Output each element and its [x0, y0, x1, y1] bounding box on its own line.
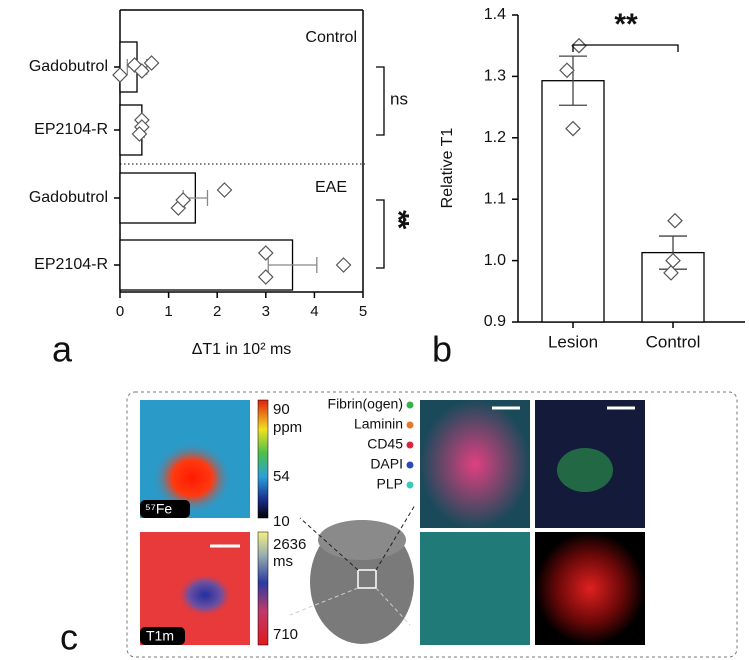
x-tick-label: 4	[310, 303, 318, 320]
significance: **	[614, 8, 638, 41]
stain-label: CD45	[367, 436, 403, 452]
panel-label: b	[432, 329, 452, 370]
y-tick-label: 1.4	[484, 6, 506, 23]
data-point	[112, 67, 128, 83]
y-tick-label: 0.9	[484, 313, 506, 330]
data-point	[257, 269, 274, 285]
data-point	[143, 55, 160, 71]
data-point	[565, 120, 581, 137]
x-tick-label: Control	[646, 332, 701, 351]
data-point	[667, 212, 683, 229]
y-tick-label: EP2104-R	[34, 256, 108, 273]
colorbar-label: ppm	[273, 419, 302, 436]
colorbar-label: 10	[273, 513, 290, 530]
fe-lesion	[152, 442, 232, 514]
stain-dot	[406, 421, 414, 429]
data-point	[216, 182, 233, 198]
y-tick-label: Gadobutrol	[29, 58, 108, 75]
t1-colorbar	[257, 531, 269, 646]
stain-dot	[406, 481, 414, 489]
t1-tag-bg	[140, 627, 185, 645]
t1-lesion	[177, 573, 233, 617]
x-tick-label: Lesion	[548, 332, 598, 351]
colorbar-label: 54	[273, 468, 290, 485]
data-point	[663, 265, 679, 281]
stain-dot	[406, 401, 414, 409]
stain-dot	[406, 461, 414, 469]
colorbar-label: 710	[273, 626, 298, 643]
x-axis-title: ΔT1 in 10² ms	[192, 341, 292, 358]
group-label: EAE	[315, 179, 347, 196]
stain-dot	[406, 441, 414, 449]
y-tick-label: 1.0	[484, 252, 506, 269]
data-point	[335, 257, 352, 273]
guide-line	[375, 587, 411, 626]
guide-line	[299, 517, 359, 571]
data-point	[175, 192, 192, 208]
y-tick-label: 1.3	[484, 68, 506, 85]
colorbar-label: 90	[273, 401, 290, 418]
stain-label: PLP	[377, 476, 403, 492]
bracket	[376, 199, 385, 269]
significance: **	[382, 210, 415, 230]
stain-label: Laminin	[354, 416, 403, 432]
micrograph-merge	[420, 400, 530, 528]
panel-label: c	[60, 617, 78, 658]
x-tick-label: 1	[164, 303, 172, 320]
stain-label: DAPI	[370, 456, 403, 472]
map-tag: T1m	[146, 628, 174, 644]
fibrin-signal	[557, 448, 613, 492]
y-tick-label: 1.2	[484, 129, 506, 146]
x-tick-label: 2	[213, 303, 221, 320]
brain-lobe	[318, 520, 406, 560]
micrograph-cd45	[535, 532, 645, 645]
data-point	[131, 126, 148, 142]
panel-frame	[126, 391, 738, 658]
error-bar	[267, 257, 318, 273]
data-point	[571, 37, 587, 54]
panel-label: a	[52, 329, 73, 370]
guide-line	[375, 504, 416, 571]
group-label: Control	[305, 29, 357, 46]
stain-label: Fibrin(ogen)	[328, 396, 403, 412]
error-bar	[559, 55, 587, 106]
bracket	[572, 44, 679, 52]
y-tick-label: 1.1	[484, 190, 506, 207]
x-tick-label: 3	[262, 303, 270, 320]
y-tick-label: EP2104-R	[34, 121, 108, 138]
colorbar-label: ms	[273, 553, 293, 570]
roi-box	[357, 569, 377, 589]
data-point	[134, 63, 150, 79]
bracket	[376, 66, 385, 136]
fe-tag-bg	[140, 500, 190, 518]
data-point	[257, 245, 274, 261]
x-tick-label: 5	[359, 303, 367, 320]
significance: ns	[390, 89, 408, 108]
guide-line	[289, 587, 359, 616]
micrograph-plp	[420, 532, 530, 645]
colorbar-label: 2636	[273, 536, 306, 553]
bar	[541, 80, 605, 323]
fe-colorbar	[257, 399, 269, 519]
data-point	[559, 62, 575, 79]
map-tag: ⁵⁷Fe	[145, 501, 172, 517]
y-axis-title: Relative T1	[439, 128, 456, 209]
y-tick-label: Gadobutrol	[29, 189, 108, 206]
x-tick-label: 0	[116, 303, 124, 320]
